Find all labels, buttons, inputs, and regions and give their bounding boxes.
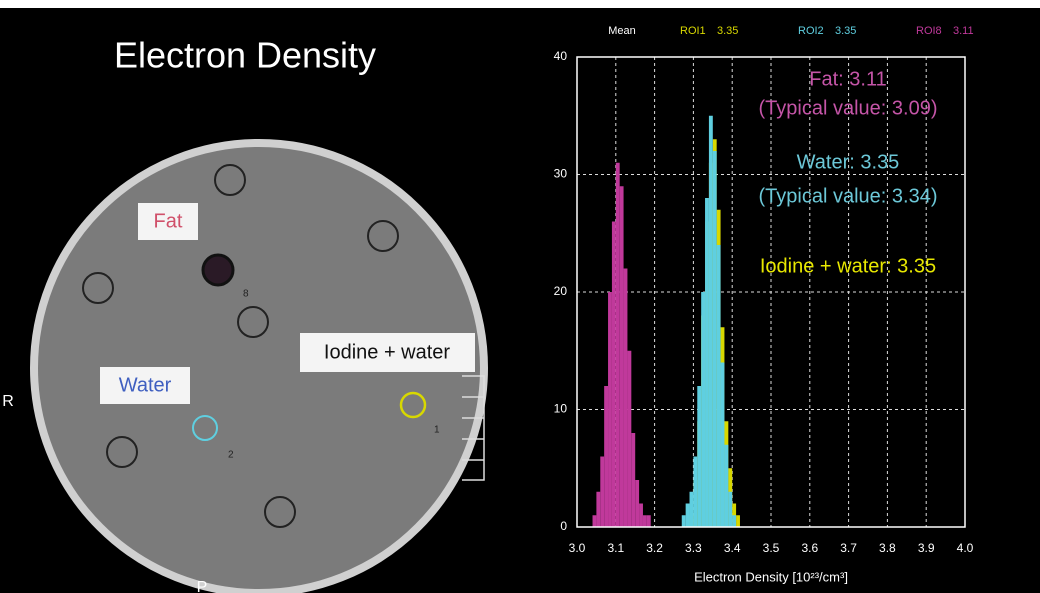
histogram-bar bbox=[728, 492, 732, 527]
x-tick-label: 3.4 bbox=[724, 541, 741, 555]
x-tick-label: 3.0 bbox=[569, 541, 586, 555]
x-tick-label: 3.6 bbox=[801, 541, 818, 555]
legend-entry: ROI1 bbox=[680, 25, 706, 37]
histogram-bar bbox=[709, 116, 713, 527]
roi-number: 2 bbox=[228, 450, 234, 461]
histogram-bar bbox=[693, 457, 697, 528]
x-tick-label: 4.0 bbox=[957, 541, 974, 555]
roi-number: 8 bbox=[243, 289, 249, 300]
histogram-bar bbox=[717, 245, 721, 527]
histogram-bar bbox=[736, 515, 740, 527]
histogram-bar bbox=[600, 457, 604, 528]
histogram-bar bbox=[624, 269, 628, 528]
y-tick-label: 30 bbox=[554, 167, 568, 181]
roi-label: Fat bbox=[154, 210, 183, 232]
histogram-bar bbox=[612, 222, 616, 528]
x-tick-label: 3.5 bbox=[763, 541, 780, 555]
annotation: (Typical value: 3.09) bbox=[759, 97, 938, 119]
annotation: (Typical value: 3.34) bbox=[759, 185, 938, 207]
histogram-bar bbox=[686, 504, 690, 528]
histogram-bar bbox=[643, 515, 647, 527]
x-axis-label: Electron Density [10²³/cm³] bbox=[694, 569, 848, 584]
x-tick-label: 3.8 bbox=[879, 541, 896, 555]
roi-label: Iodine + water bbox=[324, 341, 451, 363]
histogram-bar bbox=[616, 163, 620, 527]
x-tick-label: 3.7 bbox=[840, 541, 857, 555]
histogram-bar bbox=[631, 433, 635, 527]
histogram-bar bbox=[608, 292, 612, 527]
legend-mean: 3.11 bbox=[953, 25, 974, 37]
histogram-bar bbox=[639, 504, 643, 528]
histogram-bar bbox=[690, 492, 694, 527]
y-tick-label: 0 bbox=[560, 519, 567, 533]
figure: Electron Density Fat Water Iodine + wate… bbox=[0, 0, 1040, 593]
roi-label: Water bbox=[119, 374, 172, 396]
histogram-bar bbox=[705, 198, 709, 527]
histogram-bar bbox=[620, 186, 624, 527]
histogram-bar bbox=[724, 445, 728, 527]
histogram-bar bbox=[593, 515, 597, 527]
x-tick-label: 3.2 bbox=[646, 541, 663, 555]
orientation-label: P bbox=[197, 579, 208, 593]
x-tick-label: 3.3 bbox=[685, 541, 702, 555]
annotation: Iodine + water: 3.35 bbox=[760, 255, 936, 277]
roi-number: 1 bbox=[434, 425, 440, 436]
image-title: Electron Density bbox=[114, 35, 376, 76]
histogram-bar bbox=[732, 515, 736, 527]
histogram-bar bbox=[635, 480, 639, 527]
legend-entry: ROI2 bbox=[798, 25, 824, 37]
fat-roi bbox=[203, 255, 233, 285]
orientation-label: R bbox=[2, 393, 14, 410]
y-tick-label: 20 bbox=[554, 284, 568, 298]
legend-mean: 3.35 bbox=[835, 25, 856, 37]
histogram-bar bbox=[647, 515, 651, 527]
y-tick-label: 40 bbox=[554, 49, 568, 63]
top-strip bbox=[0, 0, 1040, 8]
legend-title: Mean bbox=[608, 25, 636, 37]
histogram-bar bbox=[701, 292, 705, 527]
histogram-bar bbox=[596, 492, 600, 527]
histogram-bar bbox=[721, 363, 725, 528]
histogram-bar bbox=[627, 351, 631, 527]
y-tick-label: 10 bbox=[554, 402, 568, 416]
x-tick-label: 3.1 bbox=[607, 541, 624, 555]
histogram-bar bbox=[697, 386, 701, 527]
histogram-bar bbox=[713, 151, 717, 527]
histogram-bar bbox=[604, 386, 608, 527]
histogram-bar bbox=[682, 515, 686, 527]
x-tick-label: 3.9 bbox=[918, 541, 935, 555]
legend-mean: 3.35 bbox=[717, 25, 738, 37]
annotation: Water: 3.35 bbox=[797, 151, 900, 173]
annotation: Fat: 3.11 bbox=[809, 68, 886, 90]
legend-entry: ROI8 bbox=[916, 25, 942, 37]
